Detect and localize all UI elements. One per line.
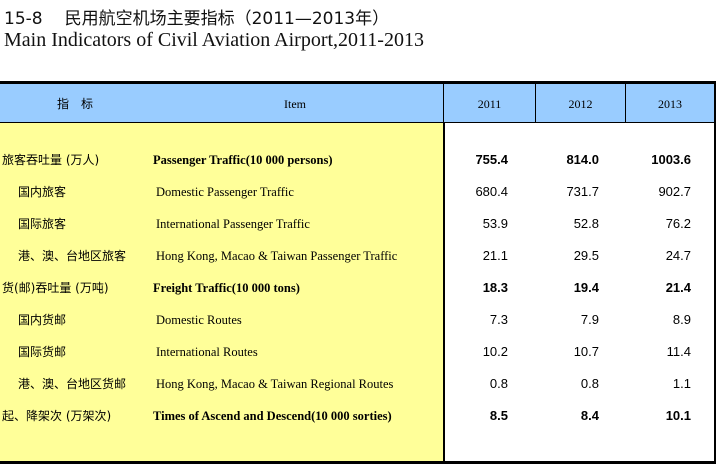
table-row: 起、降架次 (万架次) Times of Ascend and Descend(1… xyxy=(0,400,714,432)
header-year-2011: 2011 xyxy=(477,97,502,111)
value-2011: 680.4 xyxy=(475,184,508,199)
value-2013: 8.9 xyxy=(672,312,691,327)
value-2012: 731.7 xyxy=(566,184,599,199)
table-title-en: Main Indicators of Civil Aviation Airpor… xyxy=(4,29,424,51)
table-row: 国际旅客 International Passenger Traffic 53.9 5… xyxy=(0,208,714,240)
table-row: 港、澳、台地区旅客 Hong Kong, Macao & Taiwan Passe… xyxy=(0,240,714,272)
row-label-en: Domestic Routes xyxy=(156,313,242,327)
value-2012: 52.8 xyxy=(573,216,599,231)
row-label-zh: 旅客吞吐量 (万人) xyxy=(2,153,100,167)
row-label-zh: 港、澳、台地区货邮 xyxy=(18,377,127,391)
row-label-zh: 国际旅客 xyxy=(18,217,67,231)
header-year-2012: 2012 xyxy=(568,97,593,111)
table-row: 国际货邮 International Routes 10.2 10.7 11.4 xyxy=(0,336,714,368)
row-label-zh: 国内旅客 xyxy=(18,185,67,199)
table-row: 国内旅客 Domestic Passenger Traffic 680.4 731.7… xyxy=(0,176,714,208)
header-item: Item xyxy=(284,97,306,111)
value-2012: 29.5 xyxy=(573,248,599,263)
value-2011: 755.4 xyxy=(475,152,508,167)
indicators-table: 指 标 Item 2011 2012 2013 旅客吞吐量 (万人) Passen… xyxy=(0,81,716,464)
title-zh-text: 民用航空机场主要指标（2011—2013年） xyxy=(64,9,390,29)
table-row: 旅客吞吐量 (万人) Passenger Traffic(10 000 perso… xyxy=(0,144,714,176)
value-2011: 8.5 xyxy=(489,408,508,423)
value-2013: 21.4 xyxy=(665,280,691,295)
header-zh: 指 标 xyxy=(56,97,93,111)
row-label-zh: 国际货邮 xyxy=(18,345,67,359)
value-2012: 19.4 xyxy=(573,280,599,295)
row-label-en: Freight Traffic(10 000 tons) xyxy=(153,281,300,295)
value-2013: 11.4 xyxy=(666,344,691,359)
value-2011: 53.9 xyxy=(482,216,508,231)
value-2013: 1.1 xyxy=(672,376,691,391)
value-2011: 10.2 xyxy=(482,344,508,359)
row-label-en: Hong Kong, Macao & Taiwan Regional Route… xyxy=(156,377,394,391)
value-2013: 902.7 xyxy=(658,184,691,199)
row-label-zh: 港、澳、台地区旅客 xyxy=(18,249,127,263)
table-number: 15-8 xyxy=(4,9,43,29)
value-2012: 814.0 xyxy=(566,152,599,167)
row-label-zh: 起、降架次 (万架次) xyxy=(2,409,112,423)
value-2011: 18.3 xyxy=(482,280,508,295)
row-label-en: Hong Kong, Macao & Taiwan Passenger Traf… xyxy=(156,249,398,263)
value-2011: 7.3 xyxy=(489,312,508,327)
table-row: 国内货邮 Domestic Routes 7.3 7.9 8.9 xyxy=(0,304,714,336)
divider xyxy=(443,84,444,122)
row-label-en: Times of Ascend and Descend(10 000 sorti… xyxy=(153,409,392,423)
value-2012: 8.4 xyxy=(580,408,599,423)
row-label-en: International Passenger Traffic xyxy=(156,217,310,231)
row-label-en: Domestic Passenger Traffic xyxy=(156,185,294,199)
value-2012: 7.9 xyxy=(580,312,599,327)
value-2013: 1003.6 xyxy=(651,152,691,167)
row-label-en: International Routes xyxy=(156,345,258,359)
table-row: 货(邮)吞吐量 (万吨) Freight Traffic(10 000 tons)… xyxy=(0,272,714,304)
table-title-zh: 15-8 民用航空机场主要指标（2011—2013年） xyxy=(4,4,389,29)
value-2013: 76.2 xyxy=(665,216,691,231)
divider xyxy=(535,84,536,122)
row-label-zh: 货(邮)吞吐量 (万吨) xyxy=(2,281,109,295)
value-2011: 21.1 xyxy=(482,248,508,263)
table-header: 指 标 Item 2011 2012 2013 xyxy=(0,84,714,123)
header-year-2013: 2013 xyxy=(658,97,682,111)
divider xyxy=(625,84,626,122)
value-2012: 10.7 xyxy=(573,344,599,359)
value-2013: 24.7 xyxy=(665,248,691,263)
row-label-en: Passenger Traffic(10 000 persons) xyxy=(153,153,333,167)
row-label-zh: 国内货邮 xyxy=(18,313,67,327)
table-row: 港、澳、台地区货邮 Hong Kong, Macao & Taiwan Regio… xyxy=(0,368,714,400)
value-2012: 0.8 xyxy=(580,376,599,391)
value-2011: 0.8 xyxy=(489,376,508,391)
item-column-bg xyxy=(0,123,445,461)
value-2013: 10.1 xyxy=(665,408,691,423)
